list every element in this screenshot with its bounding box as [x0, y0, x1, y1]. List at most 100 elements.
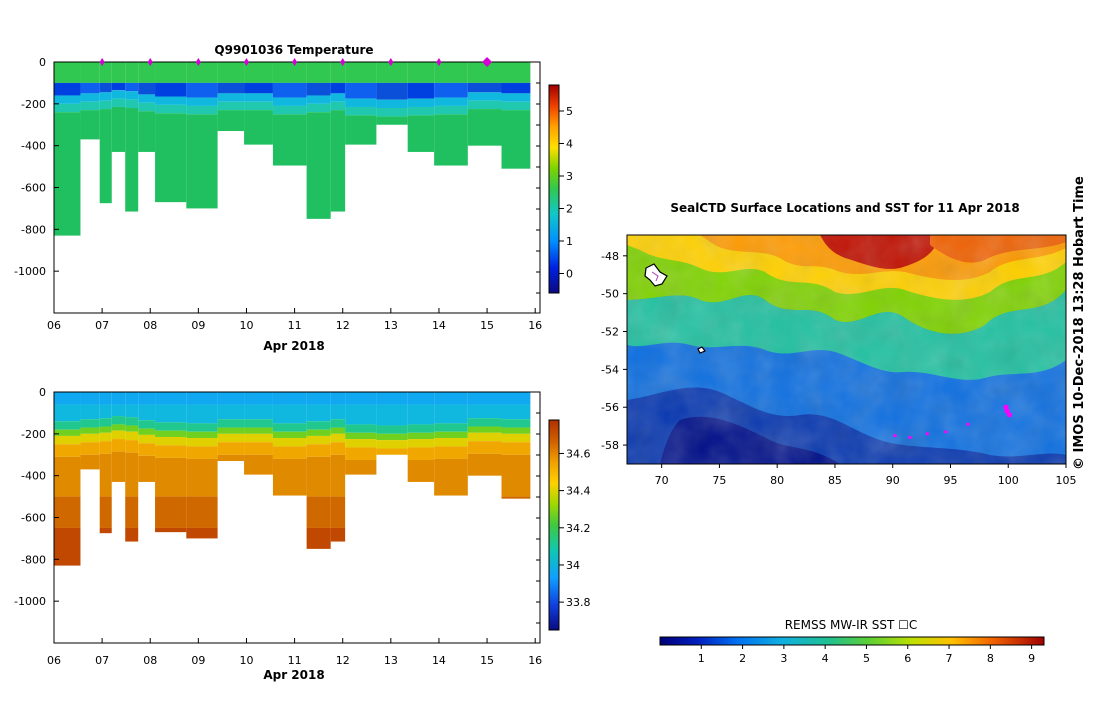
temperature-cell [111, 62, 126, 83]
sst-map-y-tick-label: -58 [601, 439, 619, 452]
temperature-x-tick-label: 14 [432, 319, 446, 332]
temperature-cell [217, 101, 245, 111]
temperature-cell [501, 101, 531, 111]
salinity-cell [330, 496, 346, 528]
salinity-cell [407, 459, 435, 482]
temperature-colorbar-tick-label: 4 [566, 138, 573, 151]
temperature-profile-7 [186, 62, 218, 209]
salinity-colorbar-tick-label: 34.4 [566, 485, 591, 498]
salinity-cell [155, 496, 187, 528]
temperature-cell [407, 106, 435, 116]
temperature-cell [306, 95, 331, 104]
salinity-cell [217, 454, 245, 462]
temperature-cell [217, 62, 245, 83]
seal-surface-location [908, 435, 912, 440]
temperature-cell [272, 62, 307, 83]
sst-colorbar-tick-label: 8 [987, 652, 994, 665]
temperature-cell [376, 99, 408, 109]
salinity-cell [345, 459, 377, 475]
temperature-cell [330, 62, 346, 83]
temperature-cell [155, 104, 187, 114]
salinity-cell [138, 443, 156, 456]
salinity-cell [155, 422, 187, 431]
salinity-cell [434, 438, 468, 447]
sst-colorbar-tick-label: 6 [904, 652, 911, 665]
salinity-profile-16 [434, 392, 468, 496]
salinity-cell [272, 446, 307, 459]
salinity-cell [155, 392, 187, 405]
temperature-cell [306, 82, 331, 96]
salinity-cell [244, 454, 273, 475]
temperature-cell [376, 116, 408, 125]
temperature-cell [501, 110, 531, 169]
salinity-cell [376, 404, 408, 426]
temperature-cell [330, 110, 346, 212]
salinity-cell [186, 392, 218, 405]
temperature-cell [111, 98, 126, 107]
temperature-x-tick-label: 12 [336, 319, 350, 332]
temperature-profile-6 [155, 62, 187, 203]
salinity-cell [80, 392, 100, 405]
profile-marker [388, 58, 394, 66]
seal-surface-location [925, 432, 929, 436]
salinity-cell [54, 527, 81, 566]
salinity-x-tick-label: 08 [143, 654, 157, 667]
salinity-cell [434, 458, 468, 496]
salinity-cell [407, 439, 435, 448]
temperature-cell [138, 94, 156, 103]
sst-colorbar-tick-label: 9 [1028, 652, 1035, 665]
salinity-cell [80, 433, 100, 443]
temperature-cell [155, 82, 187, 97]
temperature-cell [244, 62, 273, 83]
salinity-colorbar [548, 419, 560, 631]
salinity-profile-8 [217, 392, 245, 462]
salinity-cell [217, 419, 245, 428]
salinity-cell [501, 392, 531, 405]
salinity-cell [99, 404, 112, 419]
temperature-y-tick-label: -800 [21, 223, 46, 236]
salinity-cell [244, 392, 273, 405]
salinity-cell [407, 432, 435, 440]
salinity-cell [330, 427, 346, 434]
salinity-profile-4 [125, 392, 139, 542]
salinity-x-tick-label: 12 [336, 654, 350, 667]
salinity-xlabel: Apr 2018 [263, 668, 324, 682]
salinity-x-tick-label: 11 [288, 654, 302, 667]
salinity-cell [186, 423, 218, 432]
salinity-cell [501, 419, 531, 428]
temperature-cell [244, 101, 273, 111]
temperature-cell [125, 62, 139, 83]
salinity-cell [244, 419, 273, 428]
salinity-x-tick-label: 15 [480, 654, 494, 667]
salinity-profile-3 [111, 392, 126, 482]
temperature-cell [138, 62, 156, 83]
sst-map-x-tick-label: 75 [712, 474, 726, 487]
temperature-cell [407, 62, 435, 83]
sst-map-y-tick-label: -50 [601, 288, 619, 301]
salinity-cell [217, 433, 245, 443]
sst-map-frame [626, 234, 1067, 465]
salinity-x-tick-label: 13 [384, 654, 398, 667]
temperature-x-tick-label: 16 [528, 319, 542, 332]
salinity-cell [244, 404, 273, 420]
salinity-cell [54, 392, 81, 405]
temperature-cell [125, 99, 139, 109]
salinity-cell [345, 404, 377, 425]
salinity-cell [306, 527, 331, 549]
temperature-cell [80, 101, 100, 111]
seal-surface-location [1004, 408, 1010, 414]
temperature-profile-16 [434, 62, 468, 166]
salinity-cell [125, 404, 139, 418]
temperature-cell [434, 114, 468, 166]
salinity-cell [80, 404, 100, 420]
temperature-cell [345, 98, 377, 107]
seal-surface-locations [893, 404, 1012, 440]
temperature-x-tick-label: 06 [47, 319, 61, 332]
salinity-cell [54, 404, 81, 422]
sst-colorbar-ticks: 1 2 3 4 5 6 7 8 9 [698, 645, 1035, 665]
temperature-x-ticks: 06 07 08 09 10 11 12 13 14 15 16 [47, 308, 542, 332]
temperature-cell [138, 102, 156, 112]
salinity-cell [434, 404, 468, 424]
salinity-cell [125, 440, 139, 453]
sst-field [627, 235, 1066, 464]
